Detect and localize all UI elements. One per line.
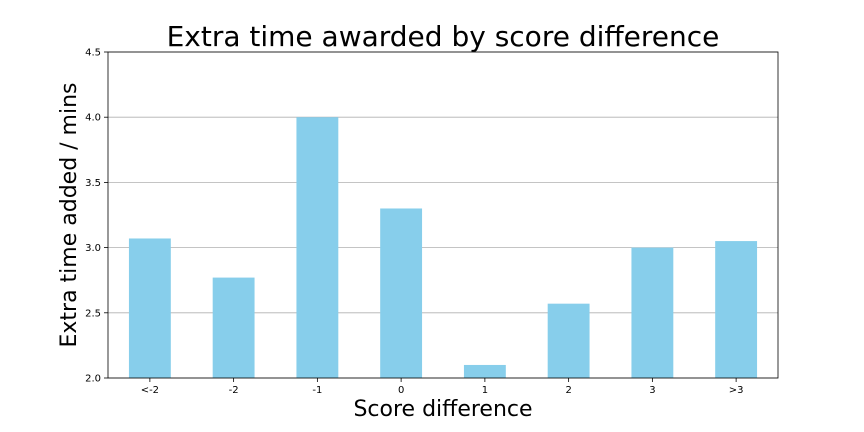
y-axis-label: Extra time added / mins — [57, 82, 82, 347]
bar — [547, 303, 590, 378]
bar — [715, 241, 758, 378]
x-axis-label: Score difference — [353, 397, 532, 422]
y-tick-label: 4.5 — [85, 48, 101, 59]
bars — [128, 117, 758, 378]
chart-title: Extra time awarded by score difference — [167, 20, 720, 53]
bar — [380, 208, 423, 378]
x-tick-label: -2 — [229, 385, 239, 396]
y-tick-label: 2.0 — [85, 374, 101, 385]
x-tick-label: 2 — [565, 385, 571, 396]
y-tick-label: 4.0 — [85, 113, 101, 124]
x-tick-label: 3 — [649, 385, 655, 396]
x-tick-label: -1 — [312, 385, 322, 396]
x-tick-label: >3 — [729, 385, 744, 396]
bar — [128, 238, 171, 378]
bar — [463, 364, 506, 378]
plot-frame — [107, 51, 779, 379]
bar — [212, 277, 255, 378]
bar — [296, 117, 339, 378]
bar — [631, 247, 674, 378]
x-tick-label: 0 — [398, 385, 404, 396]
y-tick-label: 2.5 — [85, 308, 101, 319]
gridlines — [108, 51, 778, 379]
y-tick-label: 3.5 — [85, 178, 101, 189]
x-axis-ticks: <-2 -2 -1 0 1 2 3 >3 — [141, 378, 744, 396]
x-tick-label: <-2 — [141, 385, 159, 396]
y-tick-label: 3.0 — [85, 243, 101, 254]
y-axis-ticks: 2.0 2.5 3.0 3.5 4.0 4.5 — [85, 48, 108, 385]
x-tick-label: 1 — [482, 385, 488, 396]
